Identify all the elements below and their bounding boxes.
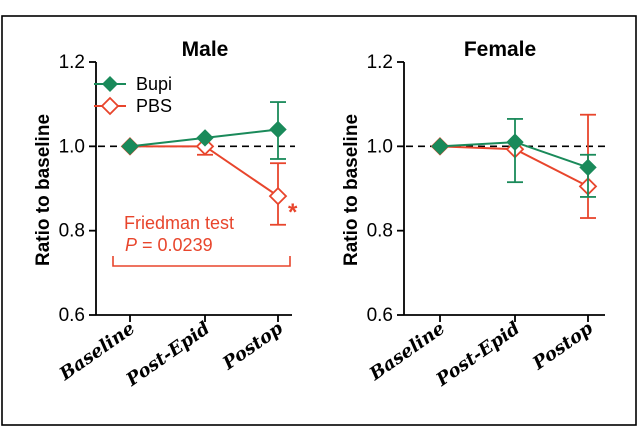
female-y-tick-label: 1.2 (367, 52, 393, 73)
female-bupi-point (431, 137, 449, 156)
significance-bracket (112, 256, 291, 267)
female-y-tick-label: 0.8 (367, 221, 393, 242)
p-value-label: P = 0.0239 (125, 235, 213, 255)
friedman-test-label: Friedman test (124, 213, 234, 233)
male-y-tick-label: 0.8 (59, 221, 85, 242)
legend-pbs-marker (100, 96, 120, 116)
male-bupi-point (196, 129, 214, 147)
friedman-annotation: Friedman test P = 0.0239 * (112, 199, 298, 267)
male-y-tick-label: 1.2 (59, 52, 85, 73)
male-y-axis: 0.6 0.8 1.0 1.2 (59, 52, 97, 326)
female-y-axis: 0.6 0.8 1.0 1.2 (367, 52, 405, 326)
male-series (120, 101, 288, 226)
p-symbol: P (125, 235, 137, 255)
female-y-tick-label: 0.6 (367, 305, 393, 326)
male-y-axis-label: Ratio to baseline (33, 114, 54, 266)
significance-star: * (288, 199, 298, 226)
p-value: = 0.0239 (137, 235, 213, 255)
male-y-tick-label: 0.6 (59, 305, 85, 326)
female-y-axis-label: Ratio to baseline (341, 114, 362, 266)
legend: Bupi PBS (94, 74, 172, 116)
male-bupi-point (121, 137, 139, 156)
female-y-tick-label: 1.0 (367, 136, 393, 157)
male-bupi-point (269, 120, 287, 139)
female-panel-title: Female (464, 38, 536, 61)
female-bupi-point (579, 158, 597, 177)
male-y-tick-label: 1.0 (59, 136, 85, 157)
legend-bupi-label: Bupi (136, 74, 172, 94)
male-pbs-point (268, 186, 288, 206)
legend-bupi-marker (102, 76, 118, 92)
legend-pbs-label: PBS (136, 96, 172, 116)
female-bupi-point (506, 133, 524, 151)
male-panel-title: Male (182, 38, 229, 61)
female-series (430, 113, 598, 219)
